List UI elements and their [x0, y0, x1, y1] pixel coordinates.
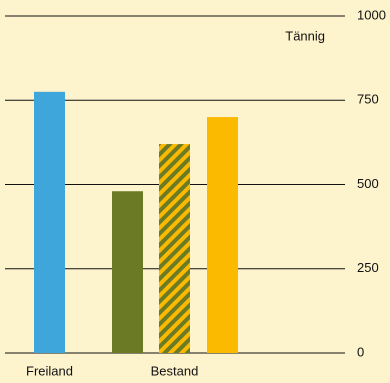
y-tick-label: 1000	[357, 7, 386, 22]
bar	[34, 91, 65, 353]
y-tick-label: 500	[357, 176, 379, 191]
bar	[112, 191, 143, 353]
annotation: Tännig	[285, 28, 325, 43]
y-tick-label: 250	[357, 260, 379, 275]
bar	[207, 117, 238, 353]
y-tick-label: 0	[357, 344, 364, 359]
y-tick-label: 750	[357, 92, 379, 107]
bar	[159, 144, 190, 353]
x-tick-label: Bestand	[151, 363, 199, 378]
x-tick-label: Freiland	[26, 363, 73, 378]
